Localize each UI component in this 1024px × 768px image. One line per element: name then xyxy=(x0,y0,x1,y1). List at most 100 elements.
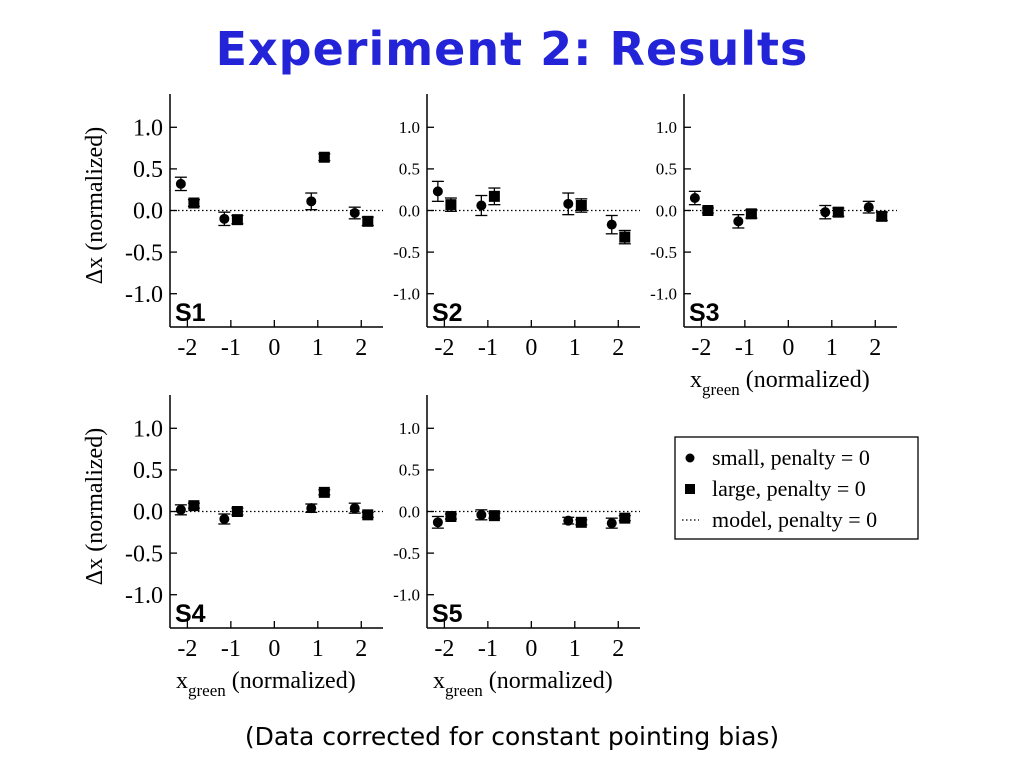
data-point-large xyxy=(619,512,631,524)
y-tick-label: 1.0 xyxy=(399,118,420,137)
data-point-large xyxy=(362,215,374,227)
panel-s5: 1.0 0.5 0.0 -0.5 -1.0 -2 -1 0 1 2 S5 xgreen (normal… xyxy=(393,395,640,700)
x-axis-label: xgreen (normalized) xyxy=(690,367,870,399)
x-tick-label: 2 xyxy=(355,636,367,662)
y-tick-label: 0.0 xyxy=(656,201,677,220)
legend-marker-square xyxy=(685,484,695,494)
y-tick-label: -0.5 xyxy=(393,243,420,262)
x-tick-label: 1 xyxy=(569,636,581,662)
y-tick-label: 1.0 xyxy=(656,118,677,137)
data-point-large xyxy=(445,510,457,522)
data-point-small xyxy=(863,202,874,213)
data-point-large xyxy=(188,197,200,209)
data-point-large xyxy=(575,516,587,528)
panel-s4: 1.0 0.5 0.0 -0.5 -1.0 -2 -1 0 1 2 S4 Δx (normalized… xyxy=(82,395,383,700)
y-tick-label: -0.5 xyxy=(393,544,420,563)
x-tick-label: -2 xyxy=(177,636,197,662)
y-tick-label: 0.0 xyxy=(133,199,163,225)
data-point-small xyxy=(349,503,360,514)
legend-label: large, penalty = 0 xyxy=(712,476,866,501)
x-tick-label: -2 xyxy=(434,335,454,361)
legend-label: small, penalty = 0 xyxy=(712,445,870,470)
data-point-small xyxy=(219,213,230,224)
data-point-large xyxy=(231,214,243,226)
legend-label: model, penalty = 0 xyxy=(712,507,877,532)
y-tick-label: 1.0 xyxy=(133,115,163,141)
y-tick-label: 0.0 xyxy=(399,201,420,220)
x-tick-label: -1 xyxy=(221,335,241,361)
data-point-small xyxy=(733,216,744,227)
legend: small, penalty = 0 large, penalty = 0 mode… xyxy=(674,436,919,540)
y-tick-label: 0.5 xyxy=(656,160,677,179)
data-point-small xyxy=(306,196,317,207)
data-point-small xyxy=(563,515,574,526)
data-point-small xyxy=(476,509,487,520)
x-tick-label: -1 xyxy=(735,335,755,361)
y-tick-label: -0.5 xyxy=(650,243,677,262)
x-tick-label: 0 xyxy=(268,636,280,662)
legend-marker-circle xyxy=(685,453,695,463)
x-tick-label: 1 xyxy=(826,335,838,361)
data-point-small xyxy=(432,186,443,197)
data-point-large xyxy=(318,151,330,163)
panel-s2: 1.0 0.5 0.0 -0.5 -1.0 -2 -1 0 1 2 S2 xyxy=(393,94,640,361)
panel-label: S2 xyxy=(432,299,463,327)
x-tick-label: -2 xyxy=(434,636,454,662)
data-point-large xyxy=(318,486,330,498)
data-point-small xyxy=(349,207,360,218)
y-axis-label: Δx (normalized) xyxy=(82,127,108,284)
data-point-large xyxy=(745,208,757,220)
data-point-small xyxy=(689,193,700,204)
data-point-small xyxy=(219,513,230,524)
x-axis-label: xgreen (normalized) xyxy=(176,668,356,700)
y-tick-label: 0.5 xyxy=(133,157,163,183)
data-point-small xyxy=(175,504,186,515)
x-tick-label: -1 xyxy=(478,636,498,662)
data-point-large xyxy=(876,210,888,222)
panel-label: S5 xyxy=(432,600,463,628)
x-tick-label: 0 xyxy=(525,335,537,361)
x-tick-label: 1 xyxy=(312,636,324,662)
x-tick-label: 2 xyxy=(355,335,367,361)
x-tick-label: 1 xyxy=(312,335,324,361)
x-tick-label: -1 xyxy=(478,335,498,361)
x-tick-label: 2 xyxy=(612,335,624,361)
y-tick-label: -0.5 xyxy=(125,541,163,567)
y-tick-label: 0.0 xyxy=(133,500,163,526)
x-tick-label: -1 xyxy=(221,636,241,662)
y-tick-label: 0.5 xyxy=(399,160,420,179)
data-point-large xyxy=(231,506,243,517)
y-tick-label: 0.0 xyxy=(399,502,420,521)
data-point-large xyxy=(702,205,714,216)
panel-label: S3 xyxy=(689,299,720,327)
y-axis-label: Δx (normalized) xyxy=(82,428,108,585)
slide-footnote: (Data corrected for constant pointing bi… xyxy=(244,722,780,751)
data-point-small xyxy=(820,207,831,218)
data-point-large xyxy=(445,199,457,211)
data-point-small xyxy=(606,219,617,230)
y-tick-label: 1.0 xyxy=(133,416,163,442)
data-point-large xyxy=(488,510,500,522)
data-point-large xyxy=(619,231,631,243)
x-axis-label: xgreen (normalized) xyxy=(433,668,613,700)
data-point-large xyxy=(832,206,844,218)
x-tick-label: 2 xyxy=(869,335,881,361)
x-tick-label: -2 xyxy=(177,335,197,361)
y-tick-label: -1.0 xyxy=(125,282,163,308)
y-tick-label: 0.5 xyxy=(399,461,420,480)
y-tick-label: 1.0 xyxy=(399,419,420,438)
panel-label: S4 xyxy=(175,600,206,628)
panel-label: S1 xyxy=(175,299,206,327)
x-tick-label: 2 xyxy=(612,636,624,662)
data-point-small xyxy=(563,198,574,209)
y-tick-label: 0.5 xyxy=(133,458,163,484)
data-point-small xyxy=(476,200,487,211)
data-point-small xyxy=(175,178,186,189)
y-tick-label: -0.5 xyxy=(125,240,163,266)
x-tick-label: 1 xyxy=(569,335,581,361)
x-tick-label: 0 xyxy=(525,636,537,662)
panel-s1: 1.0 0.5 0.0 -0.5 -1.0 -2 -1 0 1 2 S1 Δx (normalized… xyxy=(82,94,383,361)
legend-frame xyxy=(674,436,919,540)
y-tick-label: -1.0 xyxy=(393,284,420,303)
